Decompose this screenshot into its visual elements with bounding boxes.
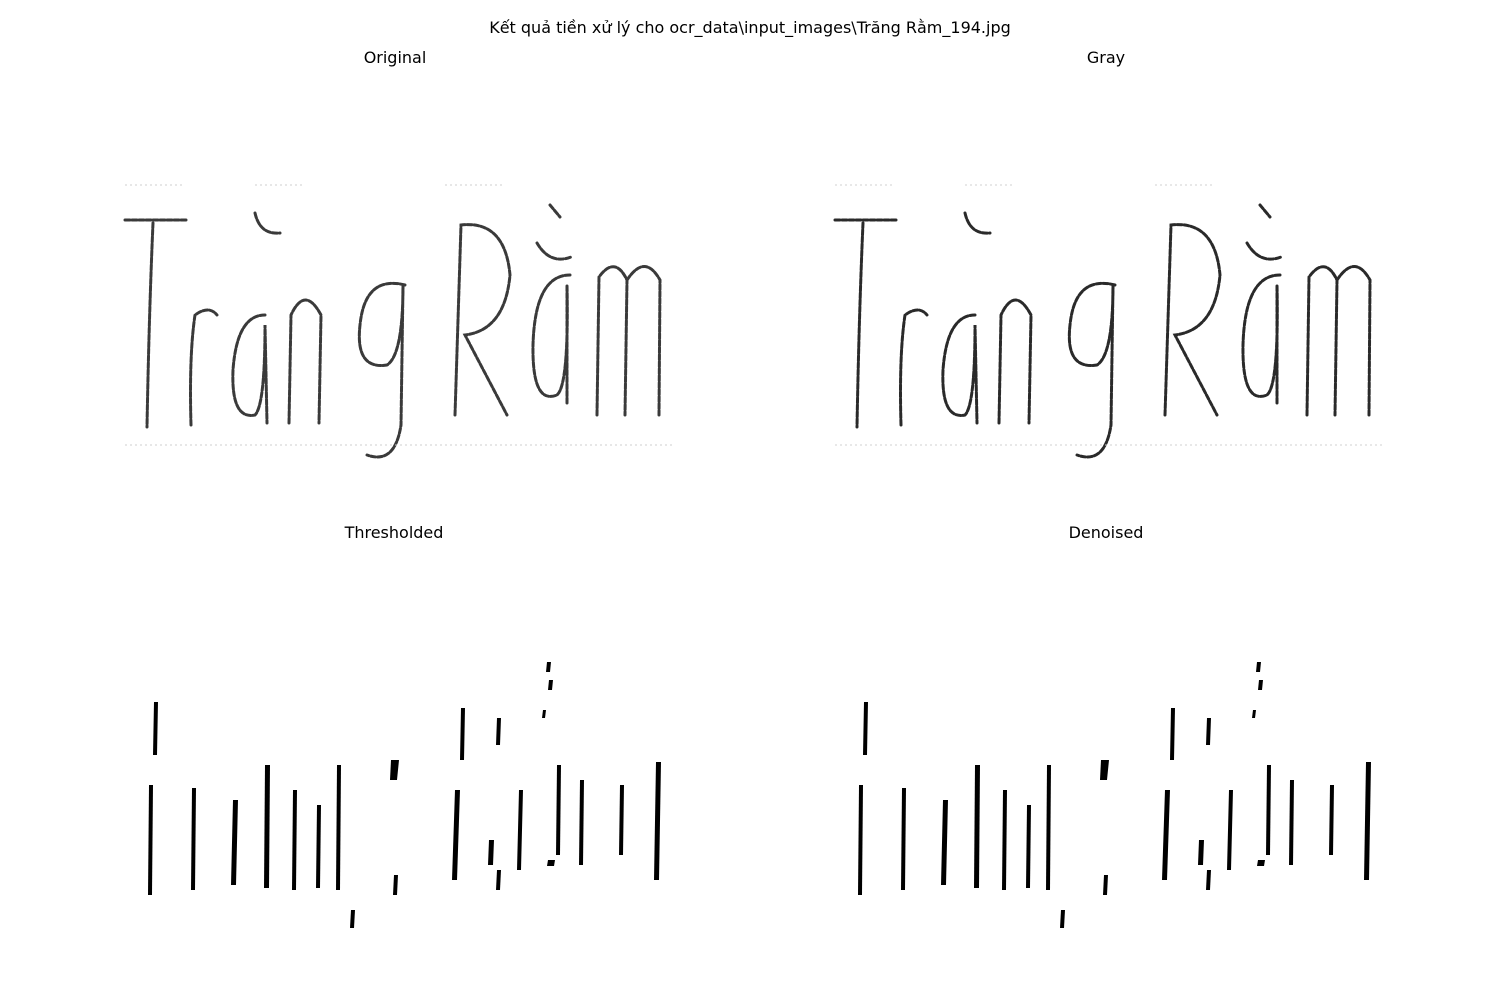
handwriting-soft-original bbox=[123, 184, 675, 459]
panel-thresholded-image bbox=[105, 640, 680, 950]
panel-title-gray: Gray bbox=[1086, 48, 1126, 67]
handwriting-binary-thresholded bbox=[148, 662, 661, 928]
panel-original-image bbox=[105, 165, 680, 515]
panel-title-thresholded: Thresholded bbox=[344, 523, 444, 542]
panel-title-original: Original bbox=[363, 48, 427, 67]
panel-title-denoised: Denoised bbox=[1068, 523, 1144, 542]
figure-suptitle: Kết quả tiền xử lý cho ocr_data\input_im… bbox=[489, 18, 1011, 37]
handwriting-binary-denoised bbox=[858, 662, 1371, 928]
panel-gray-image bbox=[815, 165, 1390, 515]
panel-denoised-image bbox=[815, 640, 1390, 950]
handwriting-soft-gray bbox=[833, 184, 1385, 459]
